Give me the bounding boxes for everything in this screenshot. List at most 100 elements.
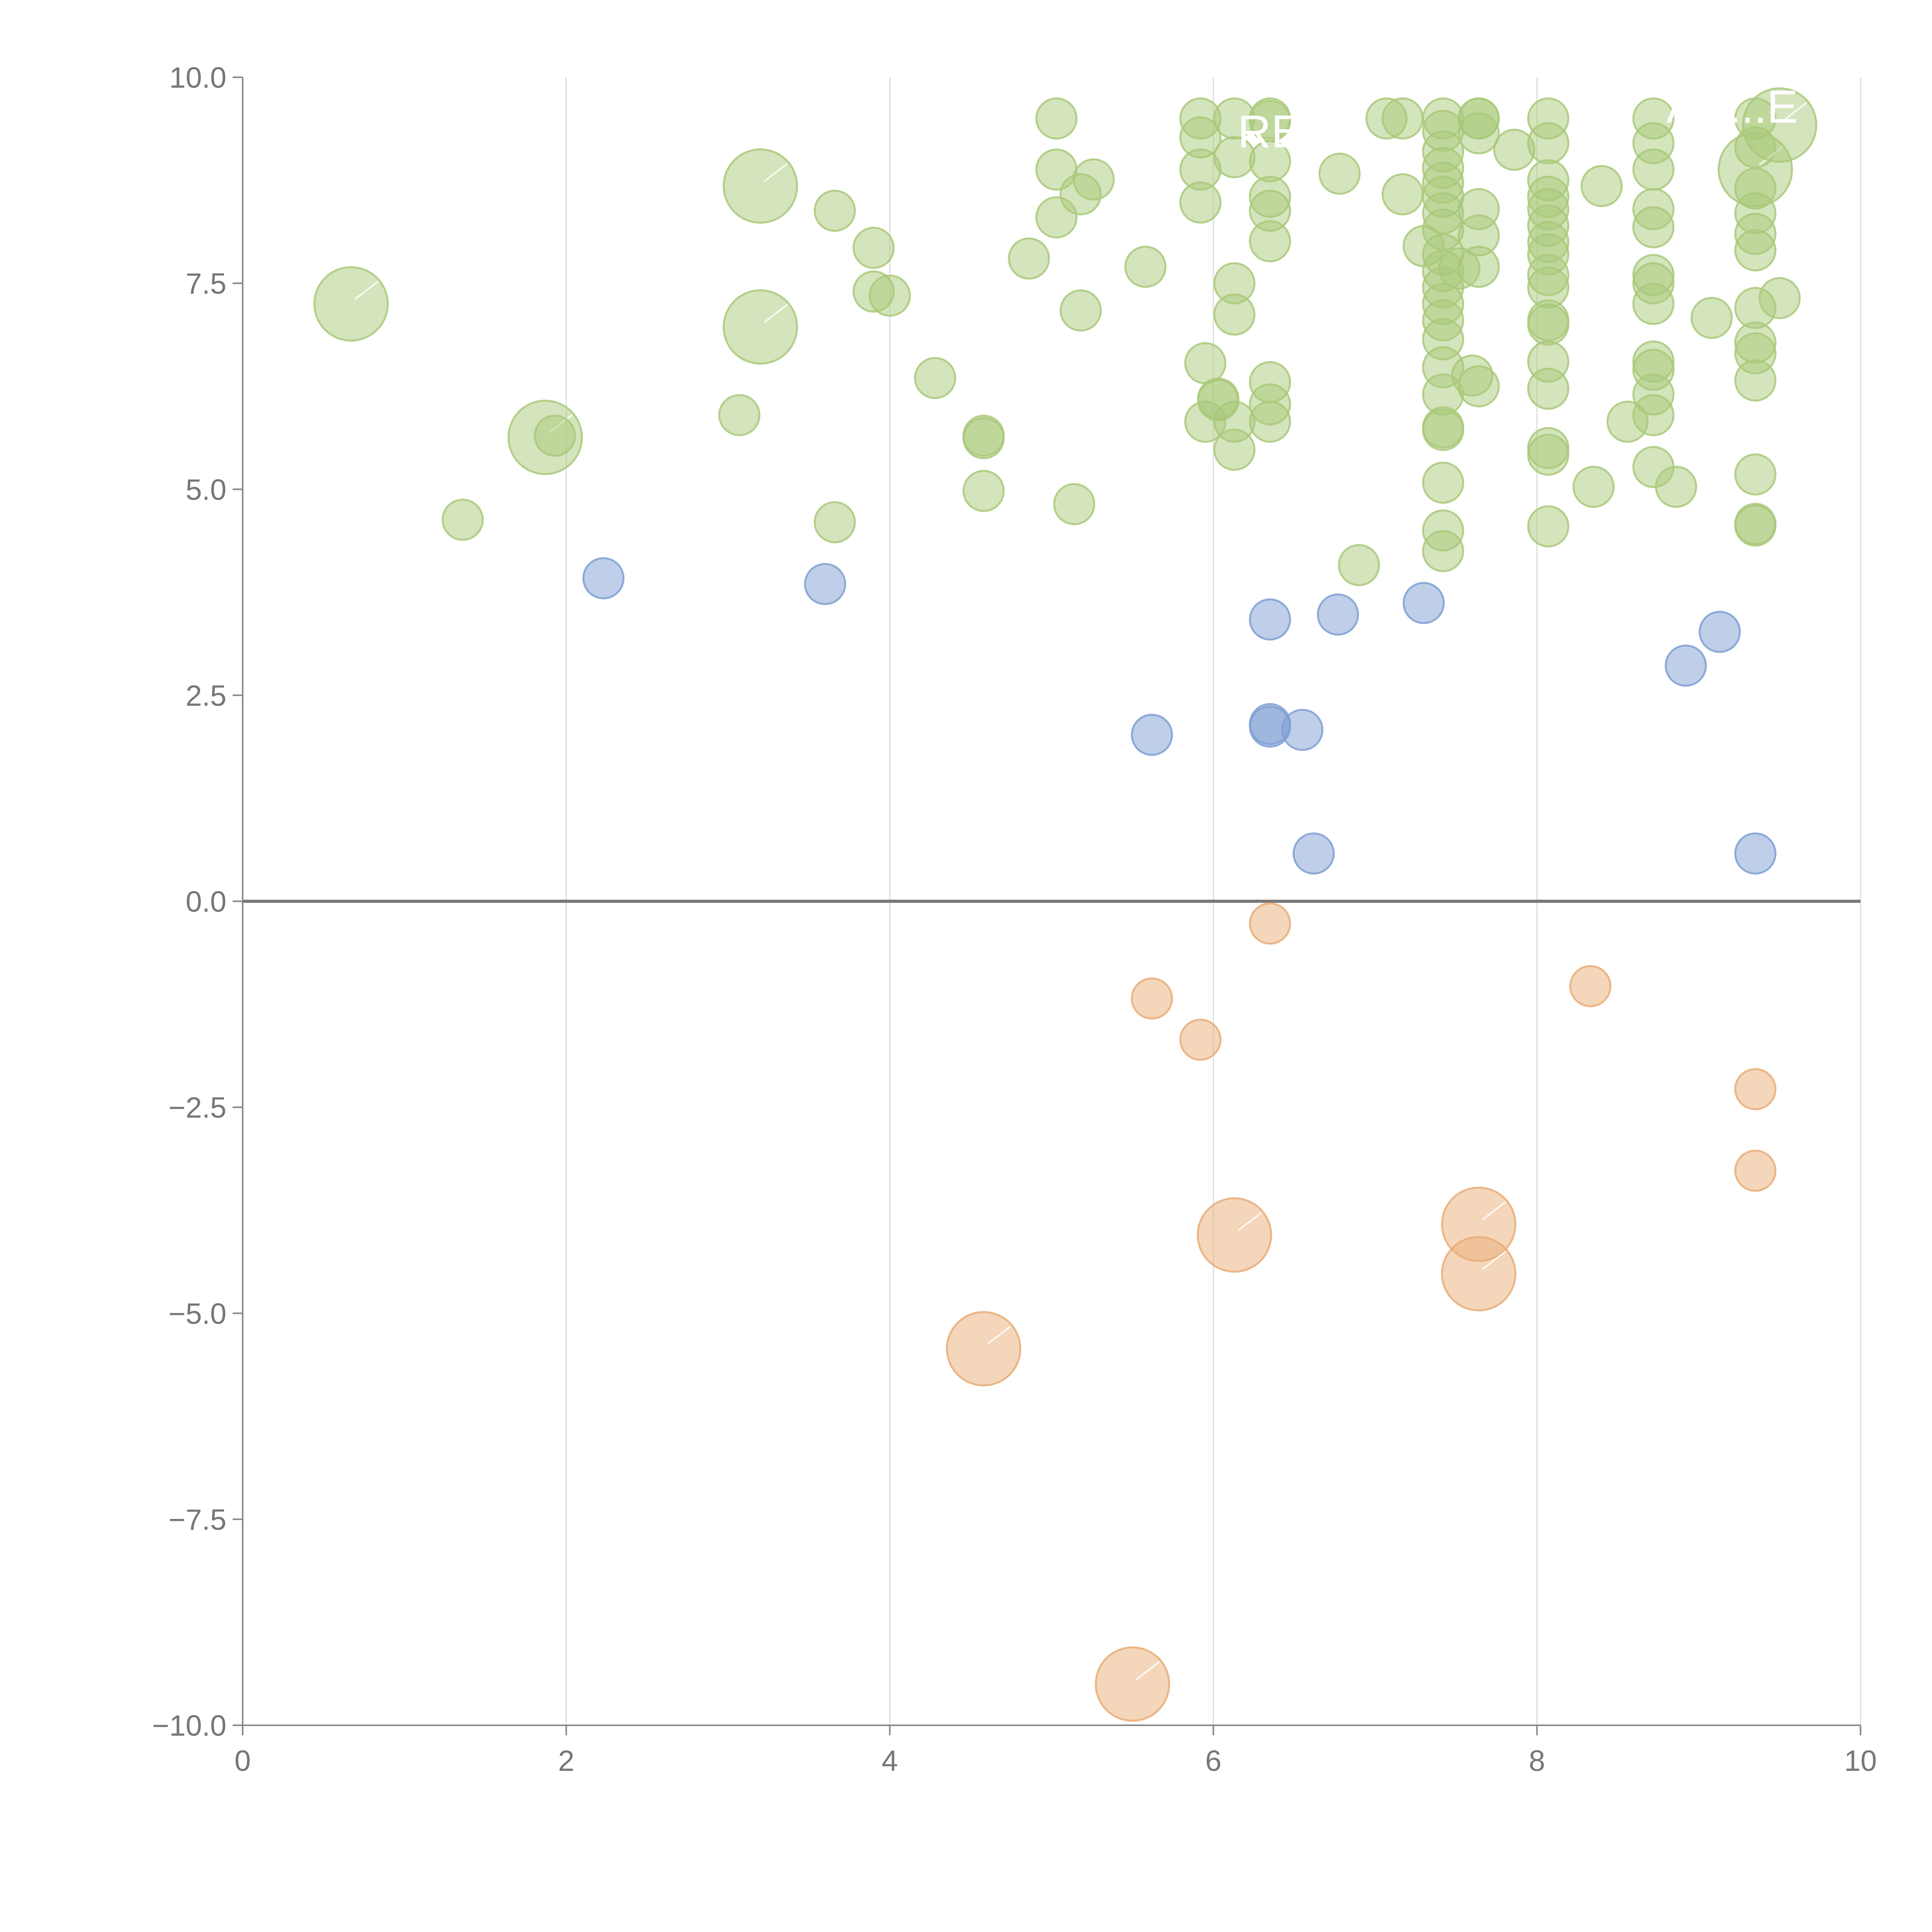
x-tick-label: 10 bbox=[1844, 1745, 1877, 1777]
data-point bbox=[1131, 714, 1173, 756]
data-point bbox=[1527, 505, 1570, 548]
data-point bbox=[1072, 158, 1115, 201]
data-point bbox=[1197, 1197, 1272, 1273]
data-point bbox=[1569, 965, 1612, 1007]
data-point bbox=[1179, 1019, 1222, 1061]
data-point bbox=[1060, 289, 1102, 332]
data-point bbox=[1527, 122, 1570, 165]
data-point bbox=[813, 189, 856, 232]
leader-line bbox=[1482, 1201, 1507, 1221]
data-point bbox=[582, 557, 625, 600]
data-point bbox=[441, 498, 484, 541]
data-point bbox=[1441, 1236, 1517, 1311]
data-points bbox=[313, 87, 1818, 1722]
data-point bbox=[1734, 504, 1777, 547]
data-point bbox=[1318, 153, 1361, 195]
data-point bbox=[1317, 593, 1359, 636]
leader-line bbox=[1238, 1212, 1262, 1231]
data-point bbox=[1527, 303, 1570, 346]
data-point bbox=[1572, 466, 1615, 508]
y-tick-label: 5.0 bbox=[185, 473, 226, 506]
data-point bbox=[1293, 832, 1335, 875]
data-point bbox=[1527, 367, 1570, 410]
data-point bbox=[1381, 97, 1424, 140]
leader-line bbox=[764, 304, 788, 323]
data-point bbox=[1734, 832, 1777, 875]
leader-line bbox=[1482, 1250, 1507, 1270]
data-point bbox=[1249, 220, 1291, 262]
data-point bbox=[1699, 611, 1741, 653]
data-point bbox=[1734, 229, 1777, 272]
data-point bbox=[946, 1311, 1022, 1386]
data-point bbox=[1580, 165, 1623, 207]
y-tick-label: 2.5 bbox=[185, 679, 226, 712]
data-point bbox=[1458, 245, 1500, 288]
x-tick-label: 2 bbox=[558, 1745, 574, 1777]
y-tick-label: −10.0 bbox=[152, 1709, 226, 1742]
point-label: AB...E bbox=[1667, 81, 1798, 133]
data-point bbox=[1035, 97, 1078, 140]
data-point bbox=[1742, 87, 1818, 163]
leader-line bbox=[1783, 102, 1807, 121]
leader-line bbox=[764, 163, 788, 182]
y-tick-label: 7.5 bbox=[185, 267, 226, 300]
data-point bbox=[1422, 530, 1464, 572]
data-point bbox=[1632, 282, 1675, 325]
data-point bbox=[1458, 112, 1500, 155]
data-point bbox=[1734, 1150, 1777, 1192]
data-point bbox=[1249, 400, 1291, 443]
data-point bbox=[1632, 394, 1675, 436]
data-point bbox=[1690, 297, 1733, 339]
point-label: RE... bbox=[1238, 105, 1341, 157]
data-point bbox=[1053, 483, 1095, 526]
data-point bbox=[1655, 466, 1697, 508]
data-point bbox=[313, 266, 389, 342]
data-point bbox=[723, 289, 798, 365]
data-point bbox=[534, 415, 576, 457]
data-point bbox=[1179, 181, 1222, 224]
data-point bbox=[1759, 277, 1801, 320]
data-point bbox=[1095, 1646, 1170, 1722]
data-point bbox=[1131, 977, 1173, 1020]
data-point bbox=[1338, 544, 1380, 586]
leader-line bbox=[1136, 1661, 1160, 1680]
data-point bbox=[914, 357, 956, 399]
data-point bbox=[1665, 645, 1707, 687]
leader-line bbox=[354, 281, 379, 300]
leader-line bbox=[987, 1325, 1011, 1345]
x-tick-label: 4 bbox=[882, 1745, 898, 1777]
data-point bbox=[1632, 206, 1675, 248]
data-point bbox=[1422, 461, 1464, 504]
x-tick-label: 0 bbox=[235, 1745, 251, 1777]
y-tick-label: −7.5 bbox=[168, 1503, 226, 1536]
data-point bbox=[1422, 409, 1464, 451]
data-point bbox=[1403, 582, 1445, 624]
x-tick-label: 8 bbox=[1529, 1745, 1545, 1777]
data-point bbox=[1249, 598, 1291, 641]
data-point bbox=[852, 226, 895, 269]
y-tick-label: 0.0 bbox=[185, 886, 226, 918]
data-point bbox=[1734, 453, 1777, 496]
annotation-labels: RE... AB...E bbox=[1238, 81, 1798, 157]
y-tick-label: −5.0 bbox=[168, 1298, 226, 1330]
data-point bbox=[723, 148, 798, 224]
data-point bbox=[1249, 902, 1291, 945]
y-tick-label: 10.0 bbox=[169, 61, 226, 94]
data-point bbox=[1734, 1068, 1777, 1111]
data-point bbox=[1184, 342, 1226, 384]
data-point bbox=[1527, 434, 1570, 476]
data-point bbox=[1213, 429, 1256, 471]
data-point bbox=[1632, 148, 1675, 191]
data-point bbox=[813, 501, 856, 544]
data-point bbox=[1124, 245, 1167, 288]
axes: 10.0 7.5 5.0 2.5 0.0 −2.5 −5.0 −7.5 −10.0 0 2 4 6 8 10 bbox=[152, 61, 1877, 1777]
data-point bbox=[963, 415, 1005, 457]
data-point bbox=[718, 394, 760, 436]
data-point bbox=[1458, 365, 1500, 408]
data-point bbox=[869, 274, 911, 317]
data-point bbox=[1381, 173, 1424, 216]
data-point bbox=[1008, 237, 1050, 280]
y-tick-label: −2.5 bbox=[168, 1092, 226, 1124]
data-point bbox=[1734, 359, 1777, 402]
